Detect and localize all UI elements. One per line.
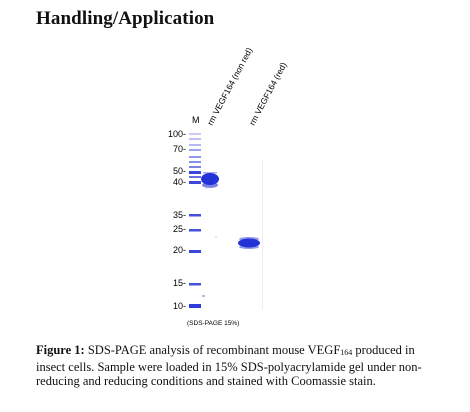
lane2-reduced [238, 237, 260, 249]
ladder-band-20 [189, 250, 201, 253]
lane2-label: rm VEGF164 (red) [247, 60, 289, 127]
caption-text-after-subscript: produced in insect cells. Sample were lo… [36, 343, 422, 388]
mw-label-group: 100- 70- 50- 40- 35- 25- 20- 15- 10- [168, 129, 186, 311]
ladder-band-10 [189, 304, 201, 308]
ladder-band-upper-3 [189, 156, 201, 158]
lane2-band-upper [239, 237, 259, 241]
mw-label-35: 35- [173, 210, 186, 220]
caption-subscript: 164 [340, 348, 353, 357]
mw-label-70: 70- [173, 144, 186, 154]
lane1-nonreduced [201, 172, 219, 297]
mw-label-25: 25- [173, 224, 186, 234]
ladder-band-upper-1 [189, 138, 201, 140]
lane1-band-tail [202, 182, 218, 188]
gel-background-specks [205, 160, 263, 310]
lane1-main-band [201, 173, 219, 185]
section-title: Handling/Application [36, 8, 215, 29]
caption-text-before-subscript: SDS-PAGE analysis of recombinant mouse V… [84, 343, 341, 357]
marker-ladder [189, 133, 201, 308]
ladder-band-100 [189, 133, 201, 135]
lane1-label: rm VEGF164 (non red) [205, 46, 254, 127]
ladder-band-upper-5 [189, 166, 201, 168]
ladder-band-upper-2 [189, 144, 201, 146]
ladder-band-upper-4 [189, 161, 201, 163]
mw-label-10: 10- [173, 301, 186, 311]
caption-label: Figure 1: [36, 343, 85, 357]
ladder-band-45 [189, 176, 201, 178]
ladder-band-50 [189, 171, 201, 174]
ladder-band-15 [189, 283, 201, 286]
mw-label-20: 20- [173, 245, 186, 255]
gel-image: M rm VEGF164 (non red) rm VEGF164 (red) … [168, 46, 289, 327]
mw-label-40: 40- [173, 177, 186, 187]
lane1-faint-low-band [202, 295, 205, 297]
figure-caption: Figure 1: SDS-PAGE analysis of recombina… [36, 343, 446, 389]
lane2-band-lower [239, 245, 259, 249]
mw-label-100: 100- [168, 129, 186, 139]
ladder-band-40 [189, 181, 201, 184]
ladder-band-35 [189, 214, 201, 217]
marker-lane-label: M [192, 115, 200, 125]
lane2-main-band [238, 238, 260, 248]
ladder-band-25 [189, 229, 201, 232]
ladder-band-70 [189, 149, 201, 151]
mw-label-15: 15- [173, 278, 186, 288]
gel-percentage-note: (SDS-PAGE 15%) [187, 320, 239, 327]
mw-label-50: 50- [173, 166, 186, 176]
sds-page-figure: M rm VEGF164 (non red) rm VEGF164 (red) … [168, 46, 289, 327]
lane1-band-upper-edge [203, 172, 217, 174]
